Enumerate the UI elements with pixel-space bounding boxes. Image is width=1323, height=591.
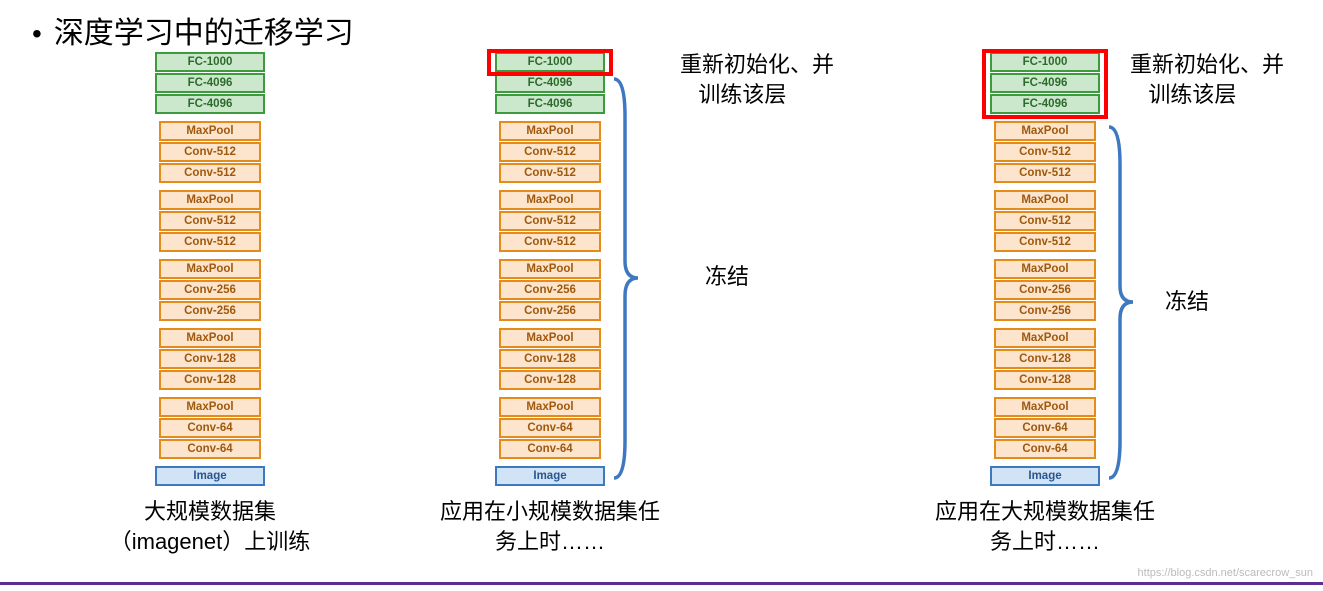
layer-fc4096: FC-4096: [495, 94, 605, 114]
layer-maxpool: MaxPool: [499, 259, 601, 279]
column-small-dataset: FC-1000 FC-4096 FC-4096 MaxPool Conv-512…: [360, 52, 880, 556]
layer-conv256: Conv-256: [499, 301, 601, 321]
layer-maxpool: MaxPool: [499, 328, 601, 348]
layer-conv128: Conv-128: [159, 349, 261, 369]
layer-conv128: Conv-128: [499, 370, 601, 390]
caption-small: 应用在小规模数据集任 务上时……: [440, 497, 660, 556]
layer-conv128: Conv-128: [994, 370, 1096, 390]
layer-conv64: Conv-64: [499, 418, 601, 438]
layer-maxpool: MaxPool: [159, 190, 261, 210]
layer-conv512: Conv-512: [994, 163, 1096, 183]
layer-fc4096: FC-4096: [990, 94, 1100, 114]
layer-conv64: Conv-64: [159, 418, 261, 438]
annotation-reinit: 重新初始化、并 训练该层: [1130, 50, 1284, 109]
layer-maxpool: MaxPool: [499, 190, 601, 210]
layer-conv128: Conv-128: [994, 349, 1096, 369]
layer-conv512: Conv-512: [994, 211, 1096, 231]
footer-divider: [0, 582, 1323, 585]
column-large-dataset: FC-1000 FC-4096 FC-4096 MaxPool Conv-512…: [880, 52, 1310, 556]
layer-conv512: Conv-512: [159, 163, 261, 183]
layer-fc4096: FC-4096: [990, 73, 1100, 93]
layer-conv512: Conv-512: [499, 142, 601, 162]
annotation-freeze: 冻结: [705, 262, 749, 292]
layer-maxpool: MaxPool: [159, 121, 261, 141]
layer-conv128: Conv-128: [159, 370, 261, 390]
layer-conv512: Conv-512: [994, 232, 1096, 252]
layer-conv256: Conv-256: [499, 280, 601, 300]
layer-conv256: Conv-256: [994, 301, 1096, 321]
annotation-freeze: 冻结: [1165, 287, 1209, 317]
page-title: 深度学习中的迁移学习: [54, 8, 354, 52]
layer-fc1000: FC-1000: [155, 52, 265, 72]
layer-maxpool: MaxPool: [159, 397, 261, 417]
layer-maxpool: MaxPool: [159, 328, 261, 348]
layer-fc1000: FC-1000: [495, 52, 605, 72]
layer-maxpool: MaxPool: [994, 259, 1096, 279]
layer-maxpool: MaxPool: [994, 328, 1096, 348]
layer-conv512: Conv-512: [159, 211, 261, 231]
annot-line: 重新初始化、并: [1130, 52, 1284, 77]
layer-conv512: Conv-512: [499, 163, 601, 183]
annot-line: 训练该层: [1148, 82, 1236, 107]
bullet-icon: •: [32, 18, 42, 50]
layer-conv512: Conv-512: [994, 142, 1096, 162]
layer-fc1000: FC-1000: [990, 52, 1100, 72]
layer-maxpool: MaxPool: [994, 397, 1096, 417]
layer-conv256: Conv-256: [159, 280, 261, 300]
annotation-reinit: 重新初始化、并 训练该层: [680, 50, 834, 109]
freeze-brace-icon: [611, 76, 641, 481]
freeze-brace-icon: [1106, 124, 1136, 481]
caption-line: 应用在大规模数据集任: [935, 499, 1155, 524]
caption-line: 务上时……: [990, 529, 1100, 554]
diagram-columns: FC-1000 FC-4096 FC-4096 MaxPool Conv-512…: [0, 52, 1323, 556]
network-stack-3: FC-1000 FC-4096 FC-4096 MaxPool Conv-512…: [990, 52, 1100, 487]
layer-conv256: Conv-256: [994, 280, 1096, 300]
layer-conv64: Conv-64: [994, 418, 1096, 438]
layer-fc4096: FC-4096: [155, 73, 265, 93]
caption-line: 应用在小规模数据集任: [440, 499, 660, 524]
layer-image: Image: [495, 466, 605, 486]
layer-maxpool: MaxPool: [499, 397, 601, 417]
layer-conv512: Conv-512: [159, 142, 261, 162]
layer-conv128: Conv-128: [499, 349, 601, 369]
layer-fc4096: FC-4096: [155, 94, 265, 114]
caption-line: 大规模数据集: [144, 499, 276, 524]
layer-conv256: Conv-256: [159, 301, 261, 321]
layer-maxpool: MaxPool: [499, 121, 601, 141]
layer-maxpool: MaxPool: [994, 121, 1096, 141]
layer-maxpool: MaxPool: [159, 259, 261, 279]
annot-line: 冻结: [1165, 289, 1209, 314]
layer-fc4096: FC-4096: [495, 73, 605, 93]
annot-line: 训练该层: [698, 82, 786, 107]
caption-large: 应用在大规模数据集任 务上时……: [935, 497, 1155, 556]
column-pretrain: FC-1000 FC-4096 FC-4096 MaxPool Conv-512…: [60, 52, 360, 556]
layer-conv64: Conv-64: [994, 439, 1096, 459]
annot-line: 重新初始化、并: [680, 52, 834, 77]
annot-line: 冻结: [705, 264, 749, 289]
layer-conv512: Conv-512: [499, 211, 601, 231]
caption-pretrain: 大规模数据集 （imagenet）上训练: [110, 497, 311, 556]
layer-maxpool: MaxPool: [994, 190, 1096, 210]
layer-conv512: Conv-512: [159, 232, 261, 252]
layer-conv64: Conv-64: [499, 439, 601, 459]
title-row: • 深度学习中的迁移学习: [0, 0, 1323, 52]
layer-image: Image: [990, 466, 1100, 486]
network-stack-2: FC-1000 FC-4096 FC-4096 MaxPool Conv-512…: [495, 52, 605, 487]
layer-conv64: Conv-64: [159, 439, 261, 459]
layer-image: Image: [155, 466, 265, 486]
layer-conv512: Conv-512: [499, 232, 601, 252]
watermark-text: https://blog.csdn.net/scarecrow_sun: [1138, 567, 1313, 579]
caption-line: 务上时……: [495, 529, 605, 554]
caption-line: （imagenet）上训练: [110, 529, 311, 554]
network-stack-1: FC-1000 FC-4096 FC-4096 MaxPool Conv-512…: [155, 52, 265, 487]
